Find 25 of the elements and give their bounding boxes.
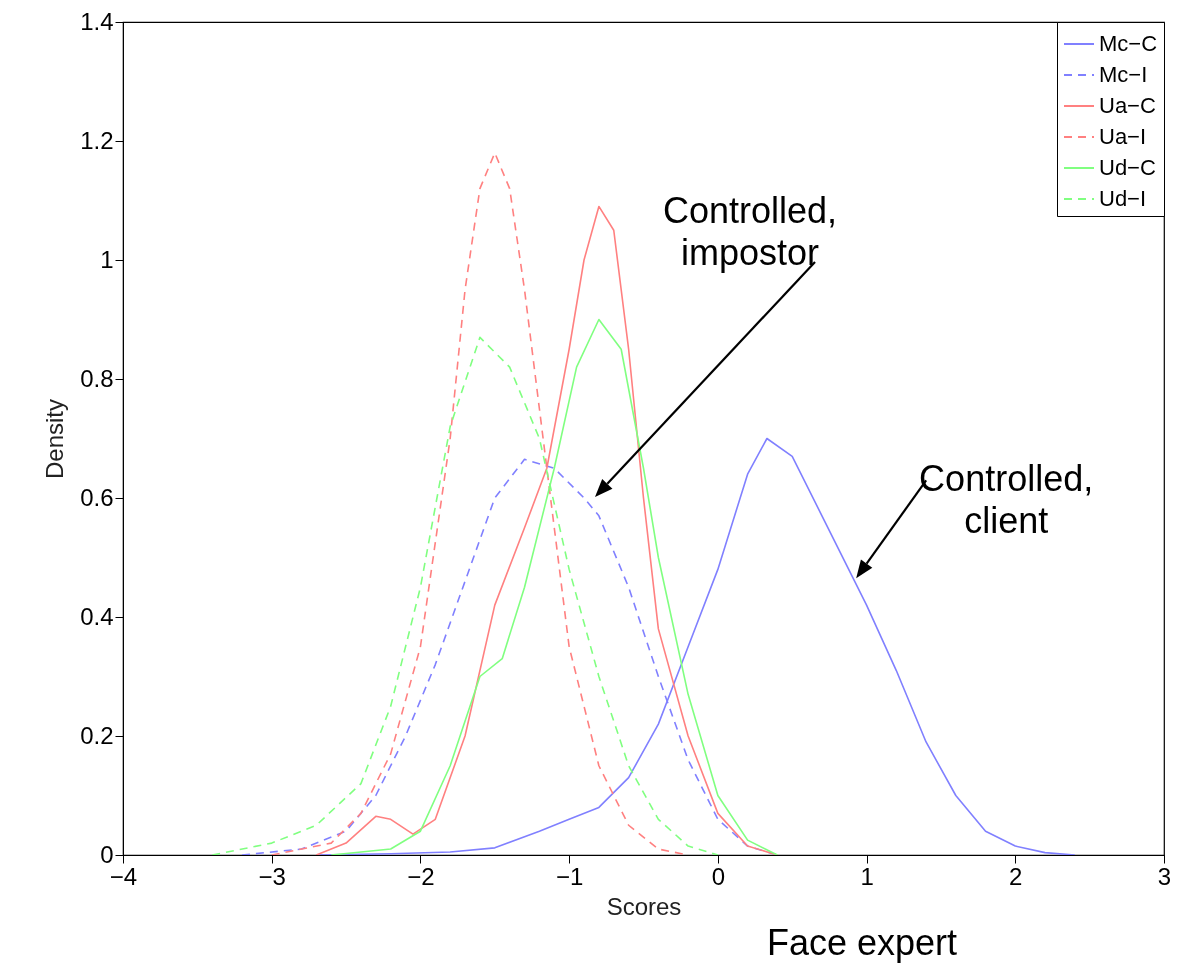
x-tick-label: −1 <box>555 862 584 890</box>
x-tick-label: 2 <box>1009 862 1023 890</box>
y-tick-label: 0.8 <box>80 364 114 392</box>
y-tick-label: 0.2 <box>80 721 114 749</box>
y-tick-label: 1.4 <box>80 7 114 35</box>
legend-label: Ua−I <box>1099 124 1147 149</box>
y-tick-label: 1.2 <box>80 126 114 154</box>
y-axis-title: Density <box>41 398 69 480</box>
y-tick-label: 1 <box>100 245 114 273</box>
annotation: Controlled, impostor <box>661 190 839 274</box>
legend-label: Mc−I <box>1099 62 1148 87</box>
x-tick-label: 1 <box>860 862 874 890</box>
x-tick-label: 0 <box>711 862 726 890</box>
x-tick-label: 3 <box>1157 862 1172 890</box>
y-tick-label: 0.4 <box>80 602 114 630</box>
x-tick-label: −3 <box>258 862 286 890</box>
legend-label: Ud−C <box>1099 155 1156 180</box>
x-tick-label: −2 <box>407 862 435 890</box>
y-tick-label: 0.6 <box>80 483 114 511</box>
text: Face expert <box>767 922 958 964</box>
legend-label: Ua−C <box>1099 93 1156 118</box>
legend-label: Mc−C <box>1099 31 1158 56</box>
x-axis-title: Scores <box>606 892 682 920</box>
legend-label: Ud−I <box>1099 186 1147 211</box>
annotation: Controlled, client <box>919 458 1094 542</box>
